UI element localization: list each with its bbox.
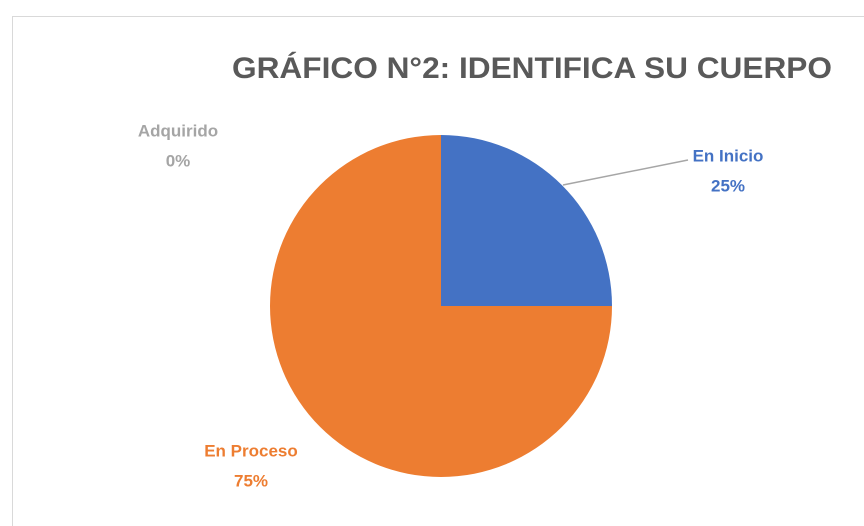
slice-value-label: 0% — [166, 151, 191, 170]
slice-value-label: 75% — [234, 471, 268, 490]
chart-title: GRÁFICO N°2: IDENTIFICA SU CUERPO — [232, 51, 832, 85]
slice-value-label: 25% — [711, 176, 745, 195]
slice-label: En Inicio — [693, 146, 764, 165]
pie-slice — [441, 135, 612, 306]
slice-label: Adquirido — [138, 121, 218, 140]
leader-line — [562, 159, 689, 186]
slice-label: En Proceso — [204, 441, 298, 460]
pie-slice — [270, 135, 612, 477]
